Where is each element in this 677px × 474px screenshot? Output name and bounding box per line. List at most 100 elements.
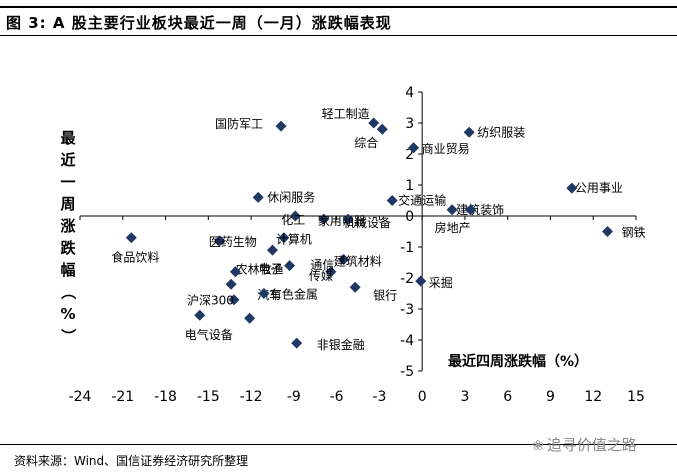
point-label: 非银金融: [317, 337, 365, 352]
x-tick-label: 12: [584, 389, 602, 405]
x-tick-label: -18: [154, 389, 177, 405]
y-tick-label: 4: [405, 85, 414, 101]
y-tick-label: 3: [405, 116, 414, 132]
data-point: [252, 191, 264, 203]
x-tick-label: -3: [372, 389, 386, 405]
point-label: 电子: [258, 262, 282, 276]
point-label: 通信: [310, 258, 334, 272]
point-label: 综合: [354, 135, 378, 150]
figure-title-bar: 图 3: A 股主要行业板块最近一周（一月）涨跌幅表现: [0, 6, 677, 36]
y-tick-label: -3: [400, 302, 414, 318]
y-tick-label: 0: [405, 209, 414, 225]
x-tick-label: -6: [330, 389, 344, 405]
point-label: 采掘: [429, 275, 453, 290]
data-point: [284, 260, 296, 272]
watermark-text: 追寻价值之路: [546, 436, 637, 454]
data-point: [194, 309, 206, 321]
x-tick-label: -15: [197, 389, 220, 405]
y-axis-label-char: ）: [59, 328, 77, 343]
x-tick-label: 9: [546, 389, 555, 405]
data-point: [278, 232, 290, 244]
point-label: 公用事业: [575, 181, 623, 195]
y-axis-label-char: 跌: [60, 239, 76, 257]
y-axis-label-char: 近: [60, 151, 75, 169]
data-point: [465, 204, 477, 216]
x-tick-label: 15: [627, 389, 645, 405]
point-label: 医药生物: [209, 235, 257, 249]
x-tick-label: 3: [460, 389, 469, 405]
y-axis-label-char: 幅: [60, 261, 75, 279]
point-label: 有色金属: [270, 287, 318, 302]
figure-title: 图 3: A 股主要行业板块最近一周（一月）涨跌幅表现: [6, 14, 392, 32]
point-label: 电气设备: [185, 327, 233, 342]
point-label: 食品饮料: [111, 250, 159, 265]
data-point: [228, 294, 240, 306]
y-axis-label-char: 涨: [60, 217, 75, 235]
point-label: 交通运输: [398, 193, 446, 208]
data-point: [463, 126, 475, 138]
data-point: [386, 195, 398, 206]
data-point: [415, 275, 427, 287]
point-label: 休闲服务: [267, 189, 315, 204]
point-label: 建筑材料: [334, 253, 382, 268]
x-tick-label: -12: [240, 389, 263, 405]
data-point: [566, 182, 578, 194]
data-point: [349, 281, 361, 293]
y-axis-label-char: %: [60, 305, 75, 323]
x-tick-label: 0: [418, 389, 427, 405]
point-label: 家用电器: [318, 213, 366, 228]
point-label: 机械设备: [343, 215, 391, 230]
y-tick-label: -4: [400, 333, 414, 349]
data-point: [318, 213, 330, 225]
point-label: 化工: [281, 213, 305, 227]
y-tick-label: 1: [405, 178, 414, 194]
data-point: [291, 337, 303, 349]
data-point: [225, 278, 237, 290]
data-point: [338, 253, 350, 265]
x-tick-label: -9: [287, 389, 301, 405]
data-point: [289, 210, 301, 222]
data-point: [408, 142, 420, 154]
point-label: 农林牧渔: [236, 263, 284, 277]
x-tick-label: -21: [111, 389, 134, 405]
y-tick-label: -2: [400, 271, 414, 287]
y-axis-label-char: 周: [60, 195, 75, 213]
x-axis-label: 最近四周涨跌幅（%）: [448, 353, 588, 370]
point-label: 商业贸易: [422, 141, 470, 156]
data-point: [368, 117, 380, 129]
data-point: [266, 244, 278, 256]
source-note: 资料来源：Wind、国信证券经济研究所整理: [14, 454, 249, 468]
data-point: [446, 204, 458, 216]
point-label: 国防军工: [215, 116, 263, 131]
data-point: [601, 226, 613, 237]
point-label: 房地产: [435, 220, 471, 235]
x-tick-label: 6: [503, 389, 512, 405]
data-point: [244, 312, 256, 324]
point-label: 传媒: [309, 268, 333, 283]
data-point: [275, 120, 287, 132]
chart-points: 国防军工 轻工制造综合 纺织服装商业贸易休闲服务 交通运输 公用事业建筑装饰房地产 化工家…: [111, 107, 645, 352]
point-label: 计算机: [276, 232, 312, 247]
point-label: 建筑装饰: [456, 202, 504, 217]
data-point: [325, 266, 337, 278]
wechat-icon: ❀: [532, 438, 544, 454]
data-point: [229, 266, 241, 278]
point-label: 沪深300: [187, 294, 234, 308]
y-tick-label: -1: [400, 240, 414, 256]
x-tick-label: -24: [69, 389, 92, 405]
watermark: ❀ 追寻价值之路: [532, 434, 637, 455]
point-label: 纺织服装: [477, 125, 525, 139]
data-point: [214, 235, 226, 247]
data-point: [376, 123, 388, 135]
chart-axes: -24 -21 -18 -15 -12 -9 -6 -3 0 3 6 9 12 15-5-4-3-2-10…: [69, 85, 645, 405]
source-divider: [0, 444, 677, 445]
y-tick-label: -5: [400, 364, 414, 380]
y-tick-label: 2: [405, 147, 414, 163]
data-point: [125, 232, 137, 244]
data-point: [342, 213, 354, 225]
y-axis-label-char: （: [59, 284, 77, 299]
y-axis-label-char: 最: [60, 129, 76, 147]
point-label: 轻工制造: [322, 107, 370, 121]
